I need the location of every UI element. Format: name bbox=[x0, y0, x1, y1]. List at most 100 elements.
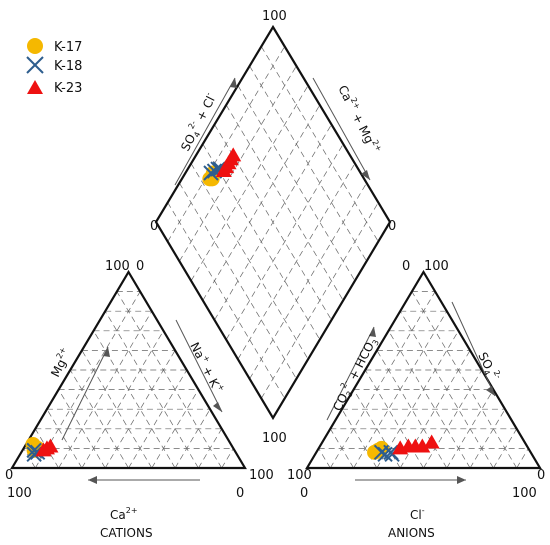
cl-axis-title: Cl- bbox=[410, 506, 425, 522]
tick-cation-top: 100 bbox=[105, 259, 130, 274]
ca-axis-title: Ca2+ bbox=[110, 506, 138, 522]
tick-diamond-bottom: 100 bbox=[262, 431, 287, 446]
legend-label-k17: K-17 bbox=[54, 40, 82, 55]
point-cation-k18 bbox=[26, 446, 42, 462]
co3-axis-arrow bbox=[326, 326, 375, 421]
tick-anion-left-base: 100 bbox=[287, 468, 312, 483]
outline-layer bbox=[10, 24, 542, 470]
mg-axis-title: Mg2+ bbox=[46, 346, 74, 380]
tick-cation-top-right: 0 bbox=[136, 259, 144, 274]
diamond-grid-line bbox=[237, 163, 356, 360]
svg-text:Na+ + K+: Na+ + K+ bbox=[187, 339, 226, 396]
nak-axis-arrow bbox=[175, 319, 223, 413]
anion-triangle-grid-line bbox=[388, 330, 471, 469]
cation-triangle-grid-line bbox=[34, 291, 141, 469]
legend-label-k23: K-23 bbox=[54, 81, 82, 96]
cation-triangle-grid-line bbox=[128, 369, 188, 469]
so4cl-axis-arrowhead bbox=[230, 78, 237, 88]
co3-axis-title: CO32- + HCO3- bbox=[328, 332, 382, 415]
tick-diamond-top: 100 bbox=[262, 9, 287, 24]
legend-marker-k18 bbox=[26, 56, 44, 74]
co3-axis-arrowhead bbox=[369, 327, 376, 337]
legend-marker-k17 bbox=[27, 38, 43, 54]
tick-cation-left-base: 0 bbox=[5, 468, 13, 483]
tick-anion-top-left: 0 bbox=[402, 259, 410, 274]
legend: K-17 K-18 K-23 bbox=[26, 38, 82, 96]
anion-triangle-grid-line bbox=[329, 291, 436, 469]
diamond-outline bbox=[154, 24, 392, 421]
tick-diamond-left: 0 bbox=[150, 219, 158, 234]
arrow-layer bbox=[61, 77, 496, 484]
tick-cation-right-base: 100 bbox=[249, 468, 274, 483]
anion-triangle-grid-line bbox=[376, 330, 459, 469]
point-anion-k18 bbox=[377, 446, 393, 462]
point-layer bbox=[25, 147, 440, 462]
cation-triangle-grid-line bbox=[151, 389, 199, 469]
tick-cation-bottom-left: 100 bbox=[7, 486, 32, 501]
anion-triangle-grid-line bbox=[318, 448, 331, 469]
so4-axis-arrow bbox=[451, 301, 496, 397]
svg-text:Cl-: Cl- bbox=[410, 506, 425, 522]
diamond-grid-line bbox=[190, 163, 309, 360]
cations-label: CATIONS bbox=[100, 526, 153, 540]
anion-triangle-grid-line bbox=[516, 448, 529, 469]
anion-triangle-grid-line bbox=[411, 291, 518, 469]
diamond-grid-line bbox=[225, 104, 344, 301]
tick-diamond-right: 0 bbox=[388, 219, 396, 234]
tick-anion-top: 100 bbox=[424, 259, 449, 274]
anion-triangle-grid-line bbox=[446, 389, 494, 469]
cation-triangle-grid-line bbox=[58, 389, 106, 469]
camg-axis-arrowhead bbox=[361, 170, 370, 180]
diamond-grid-line bbox=[260, 202, 379, 399]
nak-axis-arrowhead bbox=[213, 402, 222, 412]
anion-triangle-grid-line bbox=[423, 369, 483, 469]
grid-layer bbox=[23, 46, 529, 469]
anions-label: ANIONS bbox=[388, 526, 435, 540]
nak-axis-title: Na+ + K+ bbox=[187, 339, 226, 396]
so4cl-axis-arrow bbox=[174, 77, 236, 186]
cl-axis-arrowhead bbox=[457, 476, 466, 484]
anion-triangle-grid-line bbox=[469, 409, 506, 469]
mg-axis-arrow bbox=[61, 346, 109, 441]
cation-triangle-grid-line bbox=[198, 428, 223, 469]
diamond-grid-line bbox=[249, 65, 367, 262]
diamond-grid-line bbox=[190, 85, 309, 281]
cation-triangle-grid-line bbox=[81, 330, 164, 469]
svg-text:Ca2+: Ca2+ bbox=[110, 506, 138, 522]
cation-triangle-grid-line bbox=[116, 291, 223, 469]
tick-cation-bottom-right: 0 bbox=[236, 486, 244, 501]
diamond-grid-line bbox=[214, 124, 332, 321]
point-anion-k17 bbox=[374, 440, 390, 456]
point-anion-k23 bbox=[423, 434, 440, 449]
tick-anion-bottom-right: 100 bbox=[512, 486, 537, 501]
diamond-grid-line bbox=[249, 182, 367, 379]
ca-axis-arrowhead bbox=[88, 476, 97, 484]
diamond-grid-line bbox=[237, 85, 356, 281]
tick-anion-right-base: 0 bbox=[537, 468, 545, 483]
point-diamond-k18 bbox=[203, 165, 219, 181]
diamond-grid-line bbox=[225, 143, 344, 340]
legend-label-k18: K-18 bbox=[54, 59, 82, 74]
anion-triangle-outline bbox=[305, 269, 542, 470]
so4-axis-arrowhead bbox=[486, 386, 495, 396]
so4cl-axis-title: SO42- + Cl- bbox=[176, 90, 220, 154]
anion-triangle-grid-line bbox=[329, 428, 354, 469]
cation-triangle-grid-line bbox=[174, 409, 211, 469]
point-diamond-k23 bbox=[225, 147, 242, 162]
cation-triangle-grid-line bbox=[46, 409, 83, 469]
tick-anion-bottom-left: 0 bbox=[300, 486, 308, 501]
svg-text:CO32- + HCO3-: CO32- + HCO3- bbox=[328, 332, 382, 415]
cation-triangle-grid-line bbox=[221, 448, 234, 469]
mg-axis-arrowhead bbox=[103, 347, 110, 357]
cation-triangle-grid-line bbox=[69, 369, 129, 469]
cation-triangle-outline bbox=[10, 269, 247, 470]
svg-text:Mg2+: Mg2+ bbox=[46, 346, 74, 380]
point-cation-k23 bbox=[35, 442, 52, 457]
svg-text:SO42- + Cl-: SO42- + Cl- bbox=[176, 90, 220, 154]
svg-text:SO42-: SO42- bbox=[474, 349, 504, 384]
camg-axis-arrow bbox=[312, 77, 371, 181]
legend-marker-k23 bbox=[27, 80, 43, 94]
anion-triangle-grid-line bbox=[364, 369, 424, 469]
diamond-grid-line bbox=[260, 46, 379, 242]
